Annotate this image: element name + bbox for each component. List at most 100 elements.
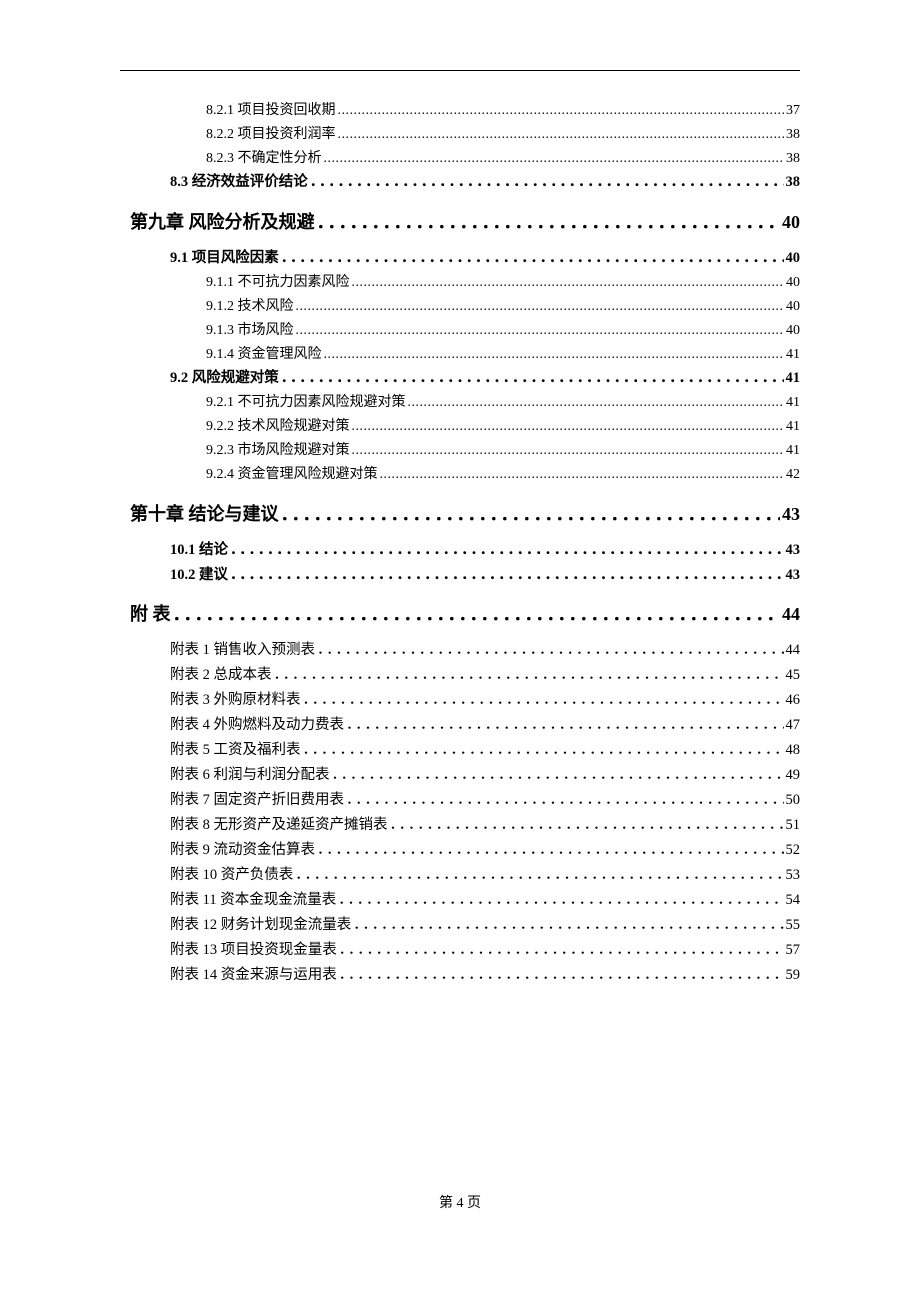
toc-entry: 附表 6 利润与利润分配表．．．．．．．．．．．．．．．．．．．．．．．．．．．… bbox=[170, 763, 800, 788]
toc-entry-label: 附表 7 固定资产折旧费用表 bbox=[170, 788, 344, 813]
toc-entry-label: 附表 6 利润与利润分配表 bbox=[170, 763, 330, 788]
toc-entry-label: 附表 3 外购原材料表 bbox=[170, 688, 301, 713]
toc-entry-page: 38 bbox=[786, 170, 801, 195]
toc-entry: 9.1 项目风险因素．．．．．．．．．．．．．．．．．．．．．．．．．．．．．．… bbox=[170, 246, 800, 271]
toc-entry-label: 9.1.1 不可抗力因素风险 bbox=[206, 271, 350, 295]
toc-entry-label: 8.2.3 不确定性分析 bbox=[206, 147, 322, 171]
toc-leader-dots: ........................................… bbox=[324, 343, 785, 367]
toc-entry-page: 43 bbox=[782, 501, 800, 528]
toc-entry: 附表 2 总成本表．．．．．．．．．．．．．．．．．．．．．．．．．．．．．．．… bbox=[170, 663, 800, 688]
toc-leader-dots: ．．．．．．．．．．．．．．．．．．．．．．．．．．．．．．．．．．．．．．．．… bbox=[303, 688, 784, 713]
toc-entry: 8.2.3 不确定性分析............................… bbox=[206, 147, 800, 171]
toc-entry: 8.2.2 项目投资利润率...........................… bbox=[206, 123, 800, 147]
toc-leader-dots: ........................................… bbox=[324, 147, 785, 171]
toc-entry-page: 41 bbox=[786, 366, 801, 391]
toc-entry-label: 9.2 风险规避对策 bbox=[170, 366, 279, 391]
toc-entry-label: 9.2.1 不可抗力因素风险规避对策 bbox=[206, 391, 406, 415]
toc-entry-page: 40 bbox=[782, 209, 800, 236]
toc-entry-label: 附表 8 无形资产及递延资产摊销表 bbox=[170, 813, 388, 838]
toc-leader-dots: ．．．．．．．．．．．．．．．．．．．．．．．．．．．．．．．．．．．．．．．．… bbox=[230, 563, 784, 588]
toc-entry-page: 41 bbox=[786, 391, 800, 415]
toc-entry-page: 43 bbox=[786, 538, 801, 563]
toc-leader-dots: ........................................… bbox=[338, 123, 785, 147]
toc-leader-dots: ．．．．．．．．．．．．．．．．．．．．．．．．．．．．．．．．．．．．．．．．… bbox=[338, 888, 783, 913]
toc-entry-page: 47 bbox=[786, 713, 801, 738]
toc-entry-label: 第九章 风险分析及规避 bbox=[130, 209, 315, 236]
toc-leader-dots: ........................................… bbox=[338, 99, 785, 123]
toc-leader-dots: ．．．．．．．．．．．．．．．．．．．．．．．．．．．．．．．．．．．．．．．．… bbox=[339, 963, 784, 988]
toc-leader-dots: ．．．．．．．．．．．．．．．．．．．．．．．．．．．．．．．．．．．．．．．．… bbox=[173, 601, 781, 628]
toc-entry-page: 49 bbox=[786, 763, 801, 788]
toc-leader-dots: ........................................… bbox=[408, 391, 785, 415]
toc-entry: 附表 14 资金来源与运用表．．．．．．．．．．．．．．．．．．．．．．．．．．… bbox=[170, 963, 800, 988]
toc-entry-label: 附表 5 工资及福利表 bbox=[170, 738, 301, 763]
toc-leader-dots: ．．．．．．．．．．．．．．．．．．．．．．．．．．．．．．．．．．．．．．．．… bbox=[346, 788, 784, 813]
toc-leader-dots: ．．．．．．．．．．．．．．．．．．．．．．．．．．．．．．．．．．．．．．．．… bbox=[310, 170, 784, 195]
toc-entry-label: 第十章 结论与建议 bbox=[130, 501, 279, 528]
toc-entry: 附表 5 工资及福利表．．．．．．．．．．．．．．．．．．．．．．．．．．．．．… bbox=[170, 738, 800, 763]
toc-leader-dots: ．．．．．．．．．．．．．．．．．．．．．．．．．．．．．．．．．．．．．．．．… bbox=[390, 813, 784, 838]
toc-entry-page: 37 bbox=[786, 99, 800, 123]
toc-entry-page: 48 bbox=[786, 738, 801, 763]
toc-entry: 附表 3 外购原材料表．．．．．．．．．．．．．．．．．．．．．．．．．．．．．… bbox=[170, 688, 800, 713]
toc-entry-label: 9.1 项目风险因素 bbox=[170, 246, 279, 271]
toc-leader-dots: ．．．．．．．．．．．．．．．．．．．．．．．．．．．．．．．．．．．．．．．．… bbox=[317, 838, 784, 863]
toc-leader-dots: ．．．．．．．．．．．．．．．．．．．．．．．．．．．．．．．．．．．．．．．．… bbox=[317, 638, 784, 663]
toc-entry-page: 55 bbox=[786, 913, 801, 938]
toc-entry-page: 43 bbox=[786, 563, 801, 588]
toc-entry-page: 40 bbox=[786, 319, 800, 343]
toc-leader-dots: ．．．．．．．．．．．．．．．．．．．．．．．．．．．．．．．．．．．．．．．．… bbox=[281, 246, 784, 271]
toc-leader-dots: ．．．．．．．．．．．．．．．．．．．．．．．．．．．．．．．．．．．．．．．．… bbox=[274, 663, 784, 688]
toc-entry: 附表 8 无形资产及递延资产摊销表．．．．．．．．．．．．．．．．．．．．．．．… bbox=[170, 813, 800, 838]
toc-entry: 9.1.3 市场风险..............................… bbox=[206, 319, 800, 343]
toc-entry-page: 50 bbox=[786, 788, 801, 813]
toc-entry: 9.2.1 不可抗力因素风险规避对策......................… bbox=[206, 391, 800, 415]
toc-entry: 附表 4 外购燃料及动力费表．．．．．．．．．．．．．．．．．．．．．．．．．．… bbox=[170, 713, 800, 738]
toc-entry: 第十章 结论与建议．．．．．．．．．．．．．．．．．．．．．．．．．．．．．．．… bbox=[130, 501, 800, 528]
toc-entry: 附表 9 流动资金估算表．．．．．．．．．．．．．．．．．．．．．．．．．．．．… bbox=[170, 838, 800, 863]
toc-leader-dots: ．．．．．．．．．．．．．．．．．．．．．．．．．．．．．．．．．．．．．．．．… bbox=[317, 209, 781, 236]
toc-entry: 9.2 风险规避对策．．．．．．．．．．．．．．．．．．．．．．．．．．．．．．… bbox=[170, 366, 800, 391]
toc-entry: 9.1.2 技术风险..............................… bbox=[206, 295, 800, 319]
toc-entry-label: 附表 10 资产负债表 bbox=[170, 863, 293, 888]
toc-entry-page: 46 bbox=[786, 688, 801, 713]
toc-entry-label: 9.1.4 资金管理风险 bbox=[206, 343, 322, 367]
toc-entry-label: 8.2.1 项目投资回收期 bbox=[206, 99, 336, 123]
toc-entry-page: 41 bbox=[786, 439, 800, 463]
toc-leader-dots: ．．．．．．．．．．．．．．．．．．．．．．．．．．．．．．．．．．．．．．．．… bbox=[295, 863, 783, 888]
toc-entry-page: 53 bbox=[786, 863, 801, 888]
toc-leader-dots: ．．．．．．．．．．．．．．．．．．．．．．．．．．．．．．．．．．．．．．．．… bbox=[303, 738, 784, 763]
toc-entry: 9.1.4 资金管理风险............................… bbox=[206, 343, 800, 367]
toc-leader-dots: ........................................… bbox=[352, 271, 785, 295]
table-of-contents: 8.2.1 项目投资回收期...........................… bbox=[120, 99, 800, 988]
toc-leader-dots: ........................................… bbox=[296, 295, 785, 319]
toc-entry: 附表 12 财务计划现金流量表．．．．．．．．．．．．．．．．．．．．．．．．．… bbox=[170, 913, 800, 938]
toc-entry-label: 9.1.3 市场风险 bbox=[206, 319, 294, 343]
toc-entry: 附表 11 资本金现金流量表．．．．．．．．．．．．．．．．．．．．．．．．．．… bbox=[170, 888, 800, 913]
toc-entry-label: 附 表 bbox=[130, 601, 171, 628]
page-number: 第 4 页 bbox=[439, 1196, 481, 1211]
toc-entry-page: 57 bbox=[786, 938, 801, 963]
toc-entry: 附表 7 固定资产折旧费用表．．．．．．．．．．．．．．．．．．．．．．．．．．… bbox=[170, 788, 800, 813]
toc-entry-page: 40 bbox=[786, 271, 800, 295]
toc-leader-dots: ．．．．．．．．．．．．．．．．．．．．．．．．．．．．．．．．．．．．．．．．… bbox=[353, 913, 783, 938]
toc-entry: 附表 1 销售收入预测表．．．．．．．．．．．．．．．．．．．．．．．．．．．．… bbox=[170, 638, 800, 663]
toc-entry-page: 51 bbox=[786, 813, 801, 838]
toc-entry-label: 附表 9 流动资金估算表 bbox=[170, 838, 315, 863]
toc-entry-label: 附表 1 销售收入预测表 bbox=[170, 638, 315, 663]
page-footer: 第 4 页 bbox=[0, 1192, 920, 1212]
toc-entry-label: 9.2.3 市场风险规避对策 bbox=[206, 439, 350, 463]
toc-entry-label: 10.1 结论 bbox=[170, 538, 228, 563]
toc-entry: 附表 10 资产负债表．．．．．．．．．．．．．．．．．．．．．．．．．．．．．… bbox=[170, 863, 800, 888]
toc-entry-label: 附表 11 资本金现金流量表 bbox=[170, 888, 336, 913]
toc-entry: 8.3 经济效益评价结论．．．．．．．．．．．．．．．．．．．．．．．．．．．．… bbox=[170, 170, 800, 195]
toc-entry-page: 38 bbox=[786, 147, 800, 171]
document-page: 8.2.1 项目投资回收期...........................… bbox=[0, 0, 920, 1028]
toc-entry-page: 44 bbox=[786, 638, 801, 663]
toc-leader-dots: ．．．．．．．．．．．．．．．．．．．．．．．．．．．．．．．．．．．．．．．．… bbox=[332, 763, 784, 788]
toc-entry-label: 9.2.2 技术风险规避对策 bbox=[206, 415, 350, 439]
toc-entry-page: 59 bbox=[786, 963, 801, 988]
toc-leader-dots: ．．．．．．．．．．．．．．．．．．．．．．．．．．．．．．．．．．．．．．．．… bbox=[346, 713, 784, 738]
toc-entry: 9.2.2 技术风险规避对策..........................… bbox=[206, 415, 800, 439]
toc-entry-page: 44 bbox=[782, 601, 800, 628]
